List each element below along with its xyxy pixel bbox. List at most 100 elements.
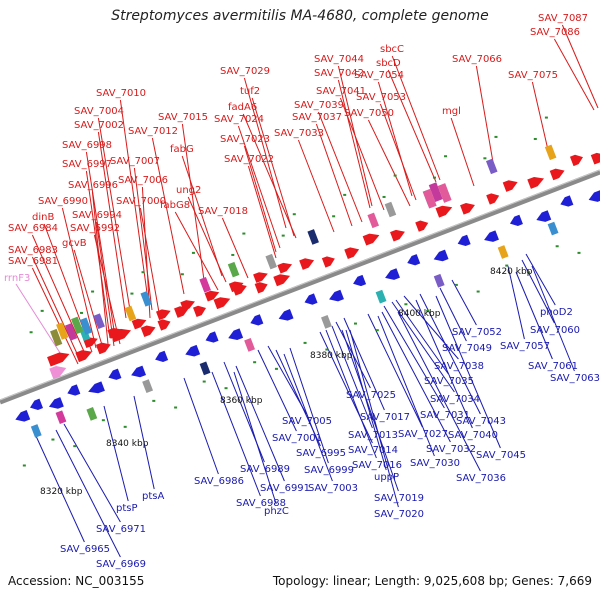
forward-gene-label: SAV_7033 — [274, 128, 324, 139]
reverse-gene-label: SAV_7045 — [476, 450, 526, 461]
reverse-leader-line — [383, 305, 445, 409]
reverse-leader-line — [55, 429, 121, 558]
forward-gene — [156, 309, 171, 321]
reverse-leader-line — [531, 265, 575, 372]
forward-gene — [435, 205, 453, 218]
reverse-gene-label: SAV_7025 — [346, 390, 396, 401]
forward-leader-line — [133, 167, 153, 311]
forward-gene-label: fadA6 — [228, 102, 257, 113]
forward-gene — [75, 350, 93, 363]
forward-leader-line — [85, 151, 115, 331]
forward-leader-line — [553, 38, 595, 111]
forward-gene-label: tuf2 — [240, 86, 260, 97]
annotation-box — [199, 277, 211, 293]
reverse-gene-label: SAV_7003 — [308, 483, 358, 494]
reverse-leader-line — [103, 405, 129, 502]
reverse-gene-label: SAV_6988 — [236, 498, 286, 509]
forward-leader-line — [31, 234, 87, 357]
gc-dot — [274, 367, 278, 370]
gc-dot — [375, 329, 379, 332]
annotation-box — [50, 328, 63, 347]
reverse-gene — [228, 328, 244, 340]
reverse-leader-line — [367, 313, 423, 428]
reverse-leader-line — [283, 353, 333, 482]
gc-dot — [152, 399, 156, 402]
forward-leader-line — [139, 207, 161, 319]
reverse-gene-label: SAV_7063 — [550, 373, 600, 384]
forward-gene — [253, 272, 268, 283]
gc-dot — [123, 425, 127, 428]
forward-leader-line — [93, 234, 121, 345]
forward-leader-line — [317, 111, 363, 223]
annotation-box — [227, 261, 240, 278]
gc-dot — [382, 195, 386, 198]
forward-gene — [321, 256, 335, 268]
forward-leader-line — [73, 249, 105, 353]
forward-leader-line — [97, 117, 131, 311]
reverse-gene-label: SAV_7013 — [348, 430, 398, 441]
forward-gene — [460, 203, 475, 215]
annotation-box — [142, 379, 154, 393]
reverse-gene-label: SAV_6995 — [296, 448, 346, 459]
reverse-gene-label: SAV_7043 — [456, 416, 506, 427]
forward-gene-label: SAV_7010 — [96, 88, 146, 99]
reverse-gene-label: ptsP — [116, 503, 138, 514]
backbone-highlight — [0, 169, 600, 401]
forward-leader-line — [181, 123, 205, 281]
gc-dot — [292, 213, 296, 216]
reverse-leader-line — [211, 371, 261, 497]
forward-gene — [254, 282, 268, 294]
reverse-gene — [67, 384, 81, 396]
reverse-gene — [329, 289, 344, 302]
forward-gene-label: SAV_7086 — [530, 27, 580, 38]
reverse-gene-label: SAV_7001 — [272, 433, 322, 444]
reverse-leader-line — [331, 325, 373, 429]
forward-gene-label: SAV_6994 — [72, 210, 122, 221]
reverse-leader-line — [397, 311, 481, 472]
forward-leader-line — [237, 125, 281, 249]
annotation-box — [422, 188, 437, 209]
forward-gene-label: SAV_7000 — [116, 196, 166, 207]
forward-leader-line — [367, 119, 411, 207]
forward-leader-line — [221, 217, 249, 279]
forward-leader-line — [91, 191, 109, 345]
reverse-gene-label: SAV_7019 — [374, 493, 424, 504]
gc-dot — [332, 215, 336, 218]
forward-gene-label: SAV_7002 — [74, 120, 124, 131]
reverse-leader-line — [507, 265, 525, 340]
gc-dot — [174, 406, 178, 409]
annotation-box — [437, 183, 452, 203]
scale-tick-label: 8340 kbp — [106, 439, 149, 449]
forward-gene-label: SAV_7007 — [110, 156, 160, 167]
forward-leader-line — [315, 123, 353, 227]
gc-dot — [325, 348, 329, 351]
gc-dot — [393, 174, 397, 177]
label-leader-lines — [15, 24, 599, 558]
forward-gene — [140, 325, 156, 338]
gc-dot — [224, 387, 228, 390]
reverse-gene — [588, 190, 600, 202]
reverse-gene — [304, 293, 318, 305]
reverse-gene-label: SAV_7061 — [528, 361, 578, 372]
forward-gene-label: dinB — [32, 212, 54, 223]
reverse-gene-label: SAV_7020 — [374, 509, 424, 520]
reverse-gene-label: SAV_7057 — [500, 341, 550, 352]
forward-gene-label: SAV_7050 — [344, 108, 394, 119]
reverse-gene-label: SAV_6999 — [304, 465, 354, 476]
forward-gene-label: SAV_7012 — [128, 126, 178, 137]
gc-dot — [281, 234, 285, 237]
annotation-box — [199, 361, 211, 376]
rrna-feature — [49, 366, 67, 379]
forward-gene-label: SAV_6998 — [62, 140, 112, 151]
forward-gene — [157, 319, 171, 331]
gc-dot — [253, 361, 257, 364]
reverse-leader-line — [525, 253, 556, 306]
forward-gene — [47, 352, 70, 367]
forward-gene-label: SAV_7066 — [452, 54, 502, 65]
forward-leader-line — [243, 145, 277, 253]
forward-leader-line — [391, 55, 441, 181]
forward-gene-label: SAV_7075 — [508, 70, 558, 81]
forward-leader-line — [181, 155, 223, 277]
forward-gene-label: SAV_7041 — [316, 86, 366, 97]
reverse-gene — [131, 365, 146, 378]
